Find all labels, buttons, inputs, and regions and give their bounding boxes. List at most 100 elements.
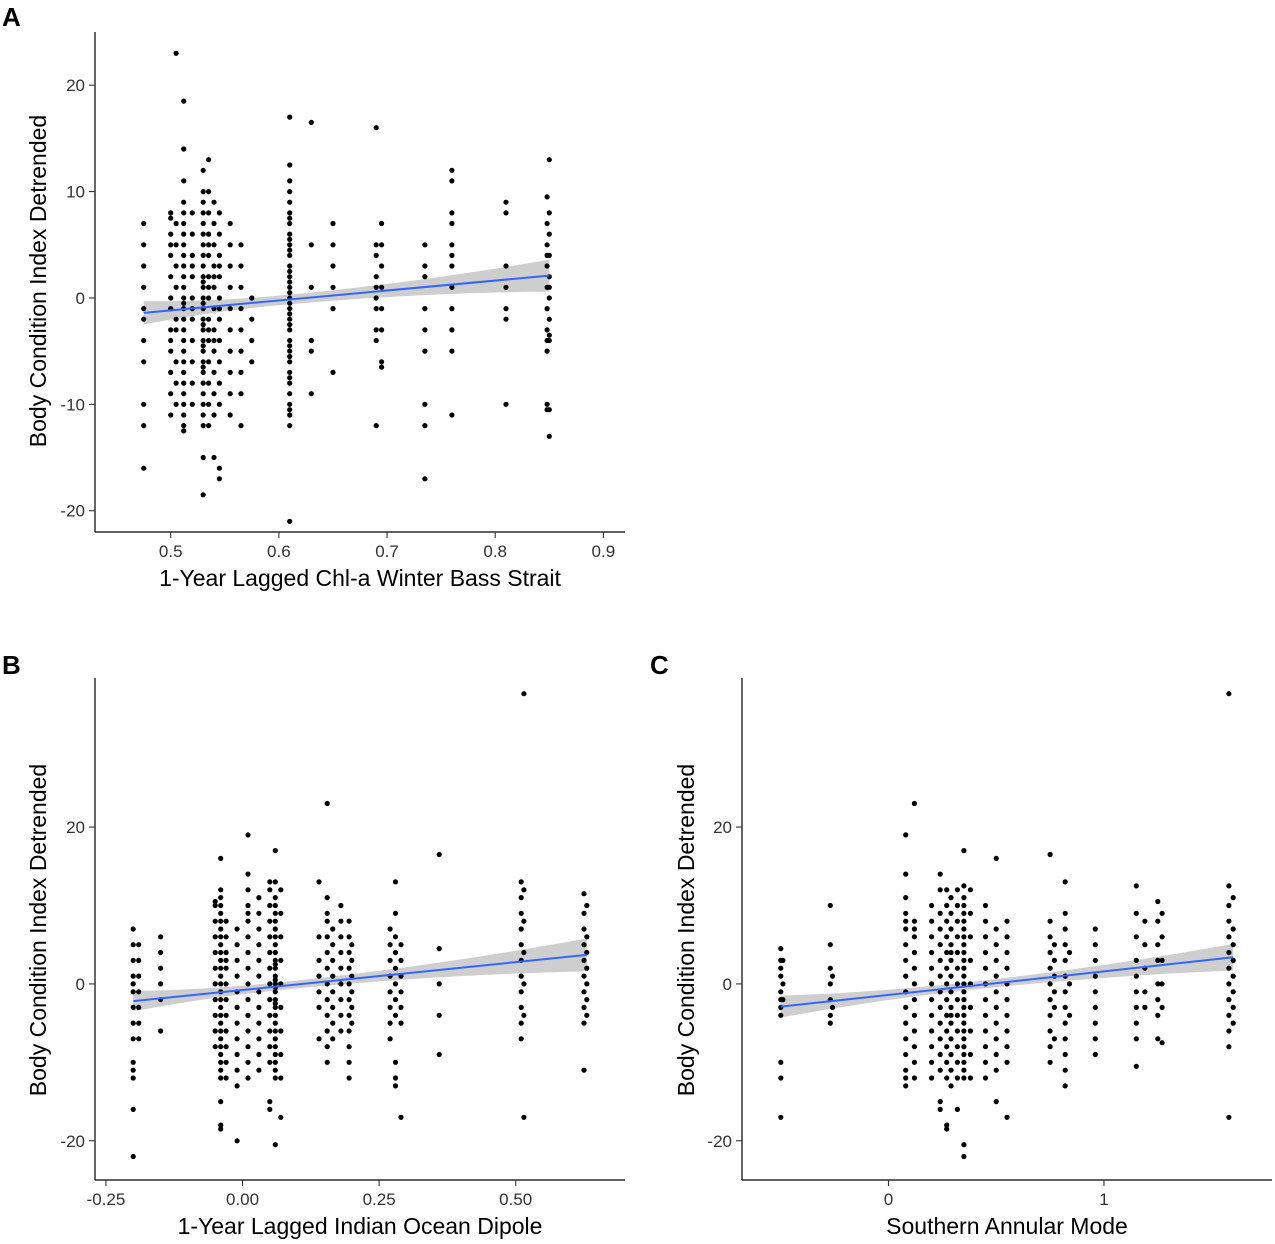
panel-b-points: [130, 691, 590, 1160]
panel-b-point-0-10: [130, 1075, 136, 1081]
panel-b-point-11-9: [278, 1114, 284, 1120]
panel-b-point-15-7: [338, 1012, 344, 1018]
panel-a-point-12-37: [287, 322, 293, 328]
panel-c-southern-annular-mode: C 0 1 -20 0 20 Southern Annular Mode Body Co…: [650, 650, 1272, 1239]
panel-a-point-5-12: [200, 316, 206, 322]
panel-a-point-8-1: [216, 231, 222, 237]
panel-c-point-26-0: [1230, 895, 1236, 901]
panel-a-point-5-20: [200, 401, 206, 407]
panel-c-point-9-5: [948, 973, 954, 979]
panel-c-point-12-2: [967, 934, 974, 940]
panel-b-point-19-10: [392, 1083, 399, 1089]
panel-b-point-1-6: [136, 1036, 142, 1042]
panel-b-point-22-6: [518, 973, 524, 979]
panel-c-point-11-6: [961, 926, 967, 932]
panel-b-point-0-11: [130, 1106, 136, 1112]
panel-b-point-23-0: [521, 691, 527, 697]
panel-a-point-8-8: [216, 380, 222, 386]
panel-a-point-4-4: [189, 295, 195, 301]
panel-a-point-14-0: [330, 220, 336, 227]
panel-a-point-0-10: [141, 284, 147, 290]
panel-a-point-9-2: [227, 263, 233, 269]
panel-c-point-9-13: [948, 949, 954, 956]
panel-b-x-tick-label-0: -0.25: [87, 1190, 126, 1209]
panel-c-point-10-5: [954, 965, 961, 971]
panel-a-point-12-26: [287, 518, 293, 525]
panel-c-point-24-4: [1159, 1004, 1165, 1011]
panel-b-point-0-2: [130, 957, 136, 964]
panel-c-point-20-8: [1092, 1051, 1098, 1058]
panel-c-point-21-8: [1133, 1036, 1139, 1042]
panel-c-point-14-3: [993, 957, 999, 964]
panel-b-point-3-0: [212, 902, 218, 909]
panel-b-point-14-1: [330, 942, 336, 948]
panel-b-point-6-6: [234, 1020, 240, 1026]
panel-c-y-tick-label-1: 0: [723, 975, 732, 994]
panel-a-point-8-13: [216, 306, 222, 312]
panel-c-point-5-9: [911, 1044, 918, 1050]
panel-c-point-9-2: [948, 926, 954, 932]
panel-c-point-21-4: [1133, 973, 1139, 979]
panel-a-point-12-10: [287, 263, 293, 269]
panel-b-point-14-5: [330, 1004, 336, 1011]
panel-a-point-5-6: [200, 252, 206, 258]
panel-c-point-5-11: [911, 1075, 918, 1081]
panel-c-point-2-3: [827, 981, 833, 987]
panel-b-point-3-1: [212, 918, 218, 924]
panel-a-point-18-5: [449, 263, 455, 269]
panel-c-point-22-0: [1142, 918, 1148, 924]
panel-c-point-12-1: [967, 910, 974, 916]
panel-a-regression-line: [143, 274, 550, 314]
panel-a-point-1-9: [168, 391, 174, 397]
panel-b-point-10-25: [272, 1075, 278, 1081]
panel-c-point-5-3: [911, 949, 918, 956]
panel-a-y-tick-label-1: -10: [60, 395, 85, 414]
panel-c-point-25-3: [1226, 918, 1232, 924]
panel-b-point-4-10: [218, 981, 224, 987]
panel-b-point-4-20: [218, 1059, 224, 1065]
panel-b-point-5-7: [223, 1028, 229, 1034]
panel-a-point-5-25: [200, 210, 206, 216]
panel-c-point-20-4: [1092, 989, 1098, 995]
panel-a-point-1-1: [168, 231, 174, 237]
panel-a-point-15-3: [373, 274, 379, 280]
panel-a-point-21-0: [546, 157, 552, 163]
panel-b-point-5-1: [223, 934, 229, 940]
panel-c-point-24-5: [1159, 1040, 1165, 1046]
panel-c-point-23-1: [1155, 918, 1161, 924]
panel-a-point-5-1: [200, 189, 206, 195]
panel-b-point-19-2: [392, 934, 399, 940]
panel-a-point-5-7: [200, 263, 206, 269]
panel-a-ci-band-shape: [143, 259, 550, 325]
panel-b-point-0-9: [130, 1067, 136, 1073]
panel-c-point-24-2: [1159, 957, 1165, 964]
panel-c-point-26-4: [1230, 973, 1236, 979]
panel-b-point-11-7: [278, 1051, 284, 1058]
panel-b-point-10-29: [272, 961, 278, 967]
panel-a-point-3-23: [181, 428, 187, 434]
panel-a-point-12-4: [287, 199, 293, 205]
panel-b-point-10-19: [272, 1028, 278, 1034]
panel-c-point-4-16: [903, 918, 909, 924]
panel-a-point-19-5: [503, 316, 509, 322]
panel-c-point-11-14: [961, 989, 967, 995]
panel-c-point-10-1: [954, 902, 961, 909]
panel-b-point-17-3: [349, 989, 355, 995]
panel-a-point-5-5: [200, 242, 206, 248]
panel-a-point-4-6: [189, 337, 195, 344]
panel-a-point-7-11: [211, 454, 217, 461]
panel-c-point-17-1: [1051, 957, 1057, 964]
panel-a-point-4-8: [189, 380, 195, 386]
panel-b-point-6-3: [234, 973, 240, 979]
panel-c-point-21-6: [1133, 1004, 1139, 1011]
panel-a-point-18-6: [449, 284, 455, 290]
panel-c-point-18-9: [1062, 1036, 1068, 1042]
panel-b-point-13-6: [324, 981, 330, 987]
panel-a-point-7-1: [211, 220, 217, 227]
panel-c-point-18-4: [1062, 957, 1068, 964]
panel-a-point-3-9: [181, 284, 187, 290]
panel-b-point-7-15: [245, 910, 251, 916]
panel-b-point-9-3: [267, 934, 273, 940]
panel-b-point-11-5: [278, 1004, 284, 1011]
panel-a-x-axis-title: 1-Year Lagged Chl-a Winter Bass Strait: [159, 565, 561, 591]
